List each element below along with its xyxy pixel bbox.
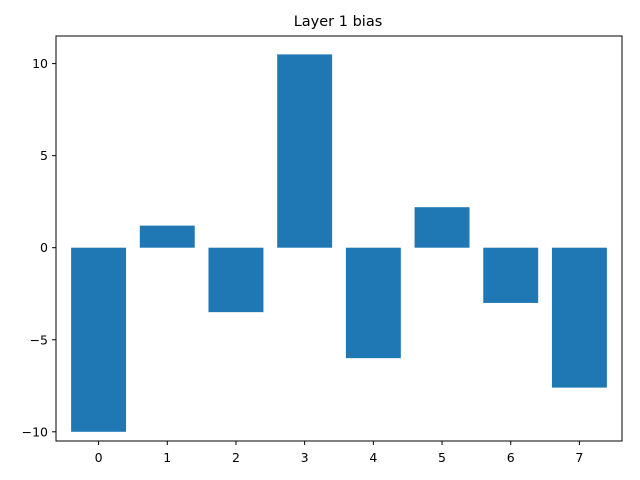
bar-1 xyxy=(139,225,195,248)
y-axis: −10 −5 0 5 10 xyxy=(22,56,56,439)
x-tick-label: 3 xyxy=(301,450,309,465)
bar-6 xyxy=(483,247,539,303)
x-tick-label: 1 xyxy=(163,450,171,465)
x-tick-label: 0 xyxy=(95,450,103,465)
bars-group xyxy=(71,54,607,432)
chart-title: Layer 1 bias xyxy=(294,14,383,30)
bar-0 xyxy=(71,247,127,432)
x-axis: 0 1 2 3 4 5 6 7 xyxy=(95,441,583,465)
bar-4 xyxy=(345,247,401,359)
x-tick-label: 6 xyxy=(507,450,515,465)
bar-7 xyxy=(551,247,607,388)
bar-3 xyxy=(277,54,333,248)
x-tick-label: 7 xyxy=(575,450,583,465)
y-tick-label: −5 xyxy=(30,332,48,347)
x-tick-label: 2 xyxy=(232,450,240,465)
x-tick-label: 4 xyxy=(369,450,377,465)
y-tick-label: 0 xyxy=(40,240,48,255)
plot-frame xyxy=(55,35,623,442)
y-tick-label: 5 xyxy=(40,148,48,163)
x-tick-label: 5 xyxy=(438,450,446,465)
bar-2 xyxy=(208,247,264,313)
bar-5 xyxy=(414,207,470,248)
y-tick-label: −10 xyxy=(22,424,48,439)
y-tick-label: 10 xyxy=(32,56,48,71)
